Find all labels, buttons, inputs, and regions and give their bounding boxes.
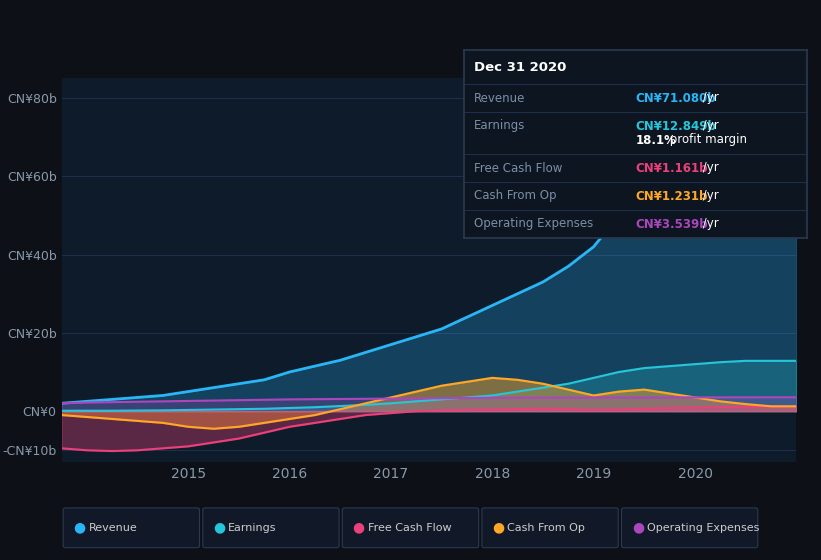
Text: Operating Expenses: Operating Expenses bbox=[647, 523, 759, 533]
Text: CN¥1.231b: CN¥1.231b bbox=[635, 189, 708, 203]
Text: /yr: /yr bbox=[699, 119, 718, 133]
Text: CN¥71.080b: CN¥71.080b bbox=[635, 91, 716, 105]
Text: /yr: /yr bbox=[699, 217, 718, 231]
Text: /yr: /yr bbox=[699, 161, 718, 175]
Text: Cash From Op: Cash From Op bbox=[507, 523, 585, 533]
Text: CN¥1.161b: CN¥1.161b bbox=[635, 161, 708, 175]
Text: CN¥3.539b: CN¥3.539b bbox=[635, 217, 708, 231]
Text: Earnings: Earnings bbox=[228, 523, 277, 533]
Text: /yr: /yr bbox=[699, 91, 718, 105]
Text: Free Cash Flow: Free Cash Flow bbox=[368, 523, 452, 533]
Text: ●: ● bbox=[74, 521, 85, 535]
Text: /yr: /yr bbox=[699, 189, 718, 203]
Text: Earnings: Earnings bbox=[475, 119, 525, 133]
Text: profit margin: profit margin bbox=[667, 133, 747, 147]
Text: ●: ● bbox=[353, 521, 365, 535]
Text: Operating Expenses: Operating Expenses bbox=[475, 217, 594, 231]
Text: ●: ● bbox=[213, 521, 225, 535]
Text: Dec 31 2020: Dec 31 2020 bbox=[475, 60, 566, 74]
Text: Revenue: Revenue bbox=[475, 91, 525, 105]
Text: CN¥12.849b: CN¥12.849b bbox=[635, 119, 717, 133]
Text: Free Cash Flow: Free Cash Flow bbox=[475, 161, 562, 175]
Text: Cash From Op: Cash From Op bbox=[475, 189, 557, 203]
Text: ●: ● bbox=[493, 521, 504, 535]
Text: ●: ● bbox=[632, 521, 644, 535]
Text: Revenue: Revenue bbox=[89, 523, 137, 533]
Text: 18.1%: 18.1% bbox=[635, 133, 677, 147]
